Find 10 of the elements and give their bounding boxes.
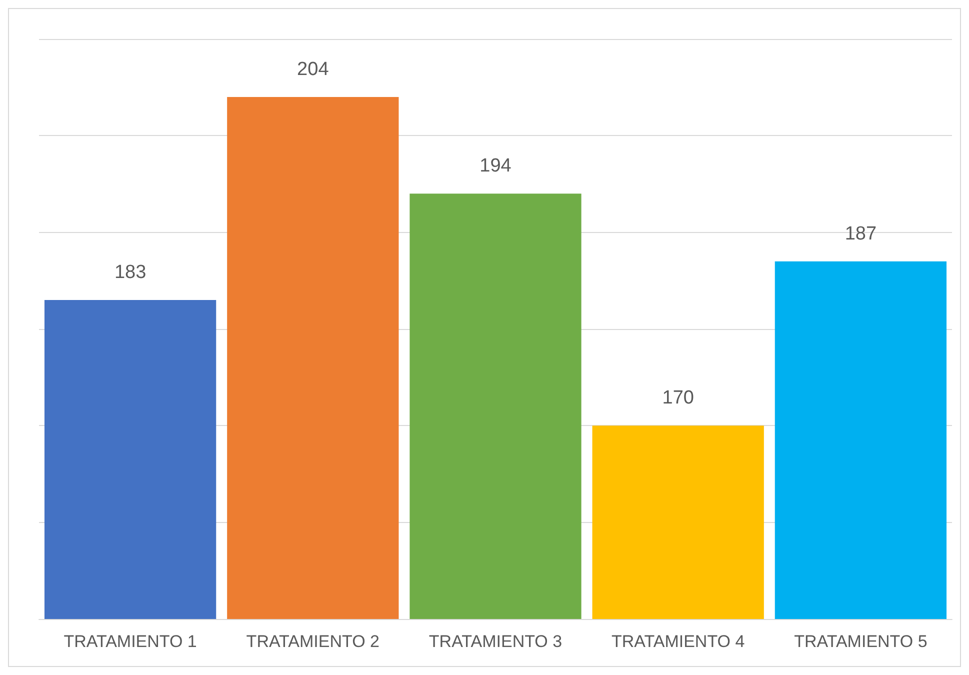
x-tick-label: TRATAMIENTO 1 — [64, 632, 197, 651]
x-tick-label: TRATAMIENTO 2 — [246, 632, 380, 651]
x-tick-label: TRATAMIENTO 4 — [612, 632, 745, 651]
data-label: 170 — [662, 388, 694, 409]
data-label: 204 — [297, 59, 330, 80]
x-tick-label: TRATAMIENTO 3 — [428, 632, 562, 651]
data-label: 194 — [480, 156, 512, 177]
data-label: 187 — [844, 223, 877, 244]
data-label: 183 — [114, 262, 146, 283]
x-tick-label: TRATAMIENTO 5 — [794, 632, 928, 651]
